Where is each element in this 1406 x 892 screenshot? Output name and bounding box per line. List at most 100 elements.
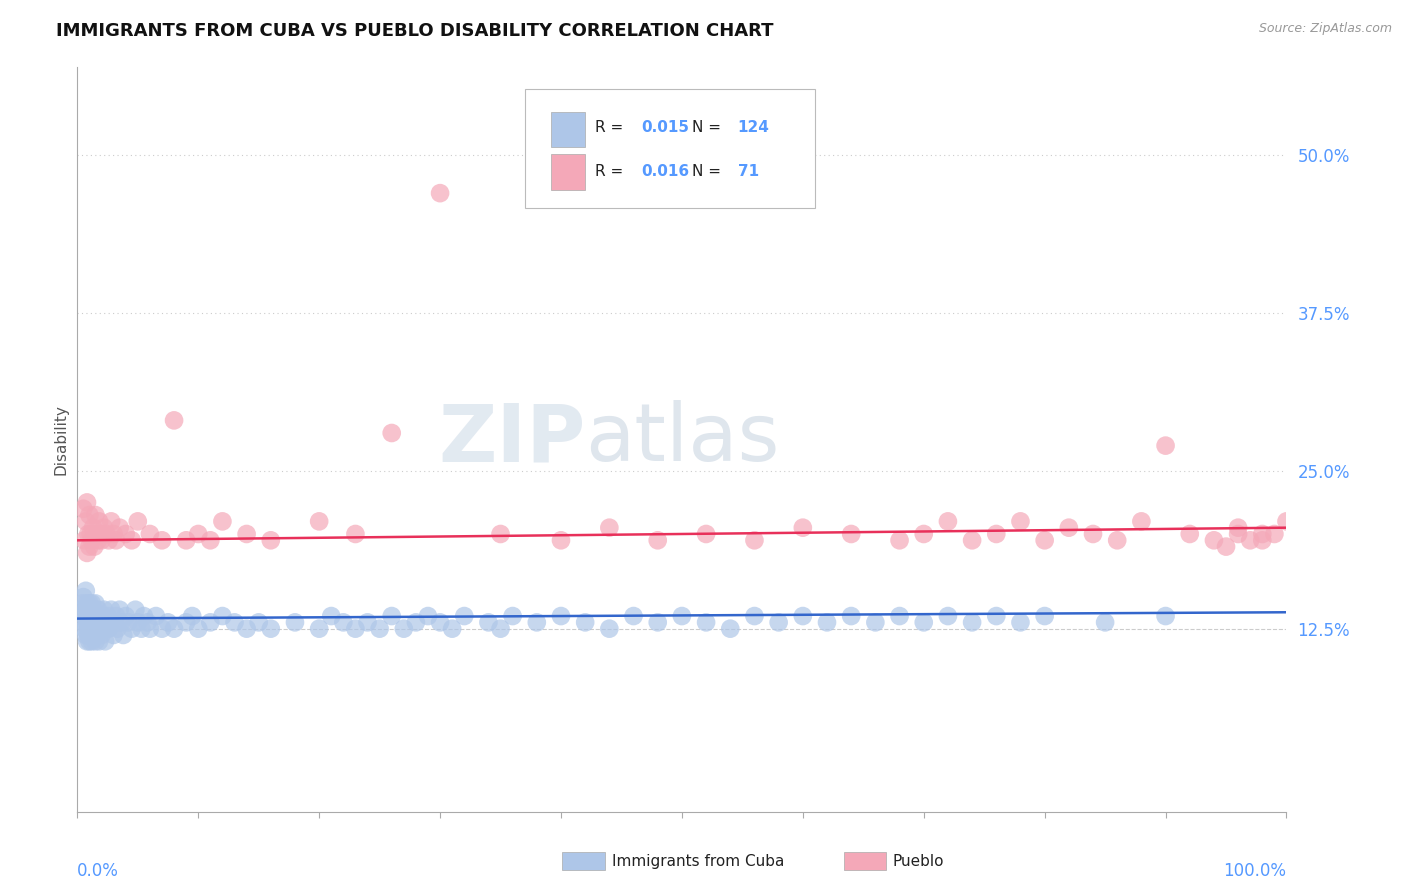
Text: IMMIGRANTS FROM CUBA VS PUEBLO DISABILITY CORRELATION CHART: IMMIGRANTS FROM CUBA VS PUEBLO DISABILIT… — [56, 22, 773, 40]
Point — [453, 609, 475, 624]
Point — [392, 622, 415, 636]
Point — [1094, 615, 1116, 630]
Point — [86, 622, 108, 636]
Point — [429, 615, 451, 630]
Point — [82, 628, 104, 642]
Point — [1263, 527, 1285, 541]
Point — [75, 628, 97, 642]
Point — [550, 533, 572, 548]
Point — [224, 615, 246, 630]
Point — [321, 609, 343, 624]
Text: ZIP: ZIP — [437, 401, 585, 478]
Point — [108, 603, 131, 617]
Point — [105, 609, 128, 624]
Point — [73, 609, 96, 624]
Point — [90, 615, 112, 630]
Point — [1275, 514, 1298, 528]
Point — [429, 186, 451, 201]
Point — [792, 609, 814, 624]
Point — [187, 527, 209, 541]
Point — [489, 622, 512, 636]
Point — [477, 615, 499, 630]
Point — [235, 622, 257, 636]
Point — [105, 533, 128, 548]
Point — [72, 615, 94, 630]
Point — [139, 527, 162, 541]
Point — [718, 622, 741, 636]
Point — [986, 609, 1008, 624]
Point — [163, 622, 186, 636]
Point — [76, 546, 98, 560]
Point — [200, 615, 222, 630]
Point — [89, 609, 111, 624]
Point — [598, 521, 620, 535]
Point — [79, 615, 101, 630]
Point — [94, 634, 117, 648]
Point — [912, 615, 935, 630]
Point — [211, 609, 233, 624]
Point — [623, 609, 645, 624]
Point — [96, 622, 118, 636]
Point — [80, 533, 103, 548]
Point — [1130, 514, 1153, 528]
Point — [308, 514, 330, 528]
Point — [70, 596, 93, 610]
Point — [889, 609, 911, 624]
Point — [121, 533, 143, 548]
Point — [79, 622, 101, 636]
Point — [86, 628, 108, 642]
Point — [489, 527, 512, 541]
Point — [97, 533, 120, 548]
Point — [77, 603, 100, 617]
Point — [100, 514, 122, 528]
Point — [103, 628, 125, 642]
Point — [889, 533, 911, 548]
Point — [163, 413, 186, 427]
Point — [79, 628, 101, 642]
Point — [90, 628, 112, 642]
Point — [112, 628, 135, 642]
Point — [1081, 527, 1104, 541]
Point — [260, 533, 283, 548]
Text: N =: N = — [692, 120, 725, 136]
Point — [86, 609, 108, 624]
Point — [73, 622, 96, 636]
Point — [103, 527, 125, 541]
Text: 0.0%: 0.0% — [77, 863, 120, 880]
Point — [132, 609, 155, 624]
Point — [174, 533, 197, 548]
Point — [73, 533, 96, 548]
Point — [381, 609, 404, 624]
Point — [83, 609, 105, 624]
Point — [76, 495, 98, 509]
Point — [960, 533, 983, 548]
Point — [247, 615, 270, 630]
Point — [131, 622, 153, 636]
Point — [139, 622, 162, 636]
Point — [441, 622, 464, 636]
Point — [1227, 521, 1250, 535]
Y-axis label: Disability: Disability — [53, 404, 69, 475]
Point — [200, 533, 222, 548]
Point — [84, 615, 107, 630]
Point — [103, 615, 125, 630]
Point — [174, 615, 197, 630]
Point — [695, 527, 717, 541]
Point — [1033, 609, 1056, 624]
Point — [77, 609, 100, 624]
Point — [502, 609, 524, 624]
Point — [1202, 533, 1225, 548]
Point — [1251, 527, 1274, 541]
Text: Immigrants from Cuba: Immigrants from Cuba — [612, 855, 785, 869]
Point — [93, 603, 115, 617]
Point — [108, 521, 131, 535]
Point — [86, 527, 108, 541]
Point — [79, 527, 101, 541]
Text: 124: 124 — [738, 120, 769, 136]
Point — [671, 609, 693, 624]
Point — [986, 527, 1008, 541]
Point — [381, 425, 404, 440]
FancyBboxPatch shape — [524, 89, 815, 209]
Point — [1215, 540, 1237, 554]
Point — [1010, 615, 1032, 630]
